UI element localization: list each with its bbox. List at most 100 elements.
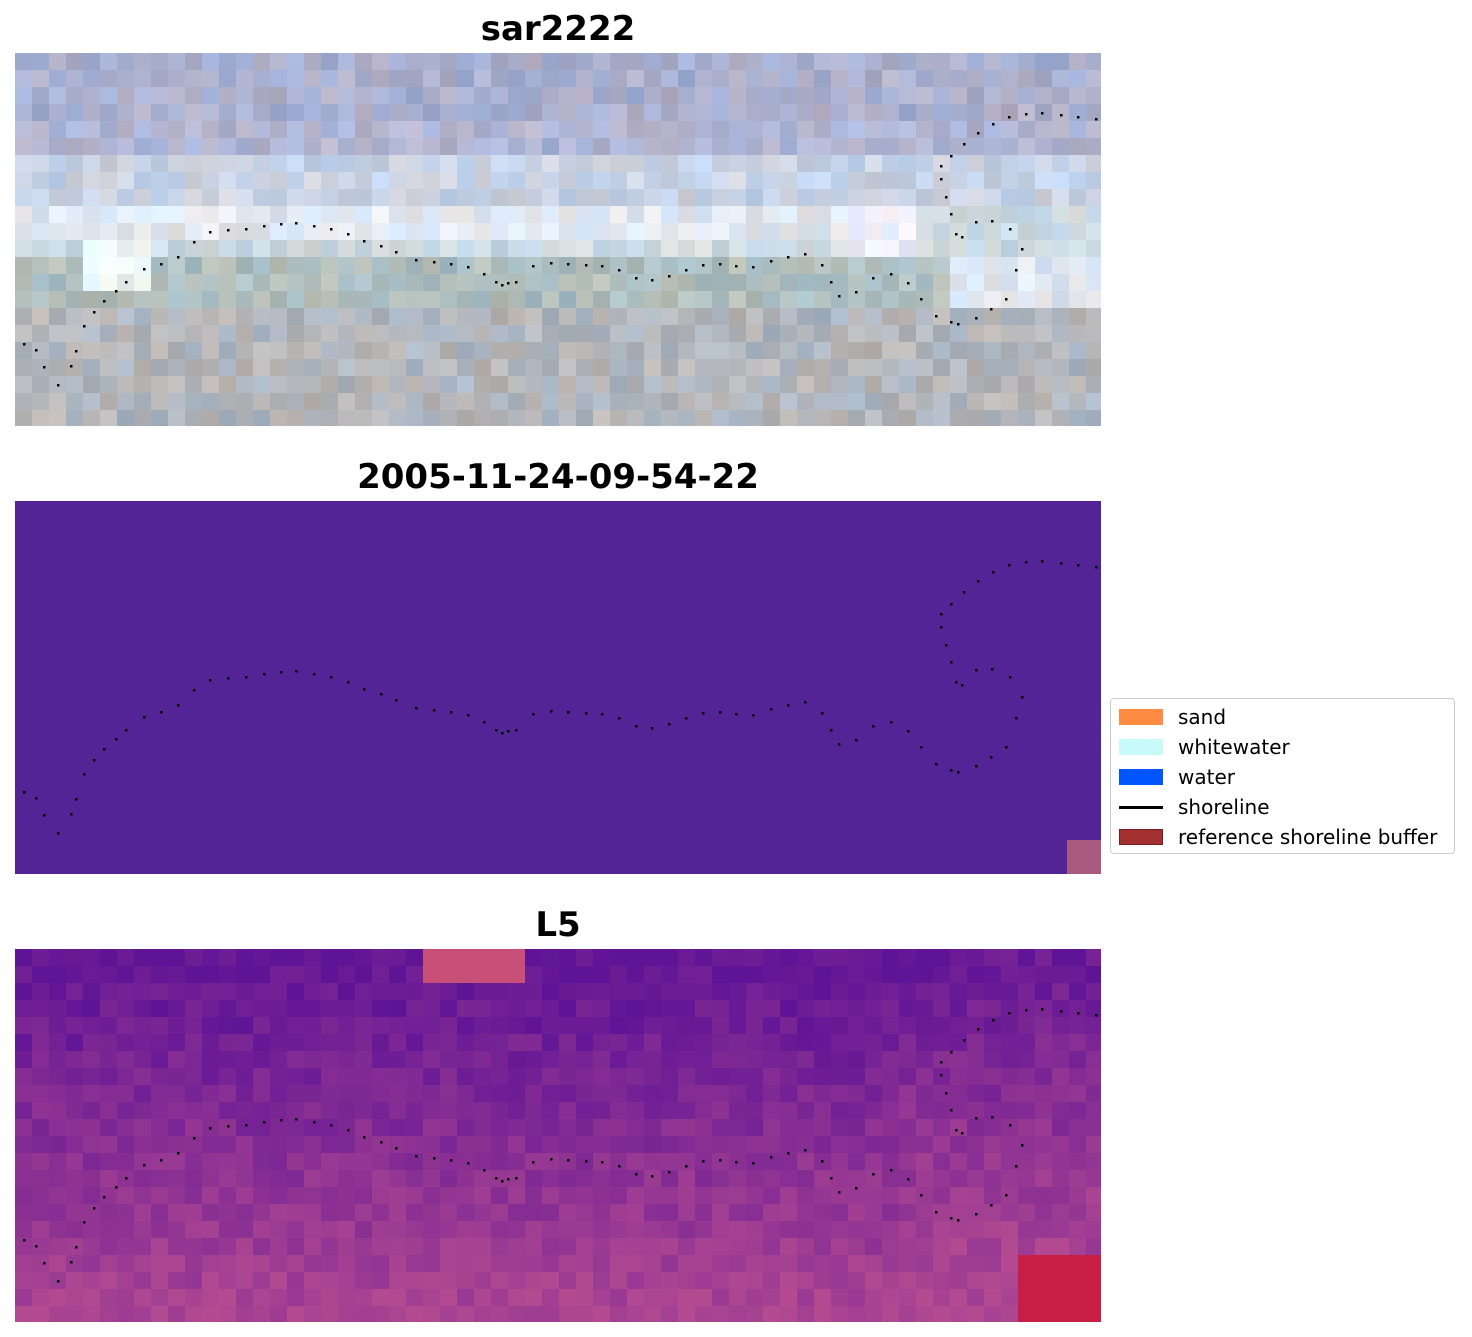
shoreline-point	[23, 343, 26, 346]
shoreline-point	[940, 178, 943, 181]
shoreline-point	[363, 240, 366, 243]
shoreline-point	[295, 670, 298, 673]
shoreline-point	[1009, 228, 1012, 231]
shoreline-point	[719, 711, 722, 714]
shoreline-point	[23, 1239, 26, 1242]
shoreline-point	[1095, 118, 1098, 121]
whitewater-swatch	[1119, 739, 1163, 755]
shoreline-point	[467, 266, 470, 269]
shoreline-point	[955, 681, 958, 684]
shoreline-point	[415, 707, 418, 710]
shoreline-point	[702, 264, 705, 267]
shoreline-point	[907, 282, 910, 285]
legend: sand whitewater water shoreline referenc…	[1110, 698, 1455, 854]
shoreline-point	[532, 713, 535, 716]
shoreline-point	[770, 260, 773, 263]
shoreline-point	[1015, 269, 1018, 272]
panel-title-index: L5	[535, 905, 581, 945]
shoreline-point	[115, 738, 118, 741]
legend-label: whitewater	[1178, 735, 1290, 759]
shoreline-point	[735, 265, 738, 268]
shoreline-point	[991, 668, 994, 671]
shoreline-point	[70, 1261, 73, 1264]
shoreline-dots	[23, 560, 1098, 835]
shoreline-point	[992, 1019, 995, 1022]
shoreline-point	[787, 256, 790, 259]
shoreline-point	[567, 1159, 570, 1162]
shoreline-line-swatch	[1119, 806, 1163, 809]
shoreline-point	[1009, 1124, 1012, 1127]
shoreline-point	[830, 1177, 833, 1180]
legend-label: water	[1178, 765, 1235, 789]
shoreline-point	[770, 708, 773, 711]
shoreline-point	[975, 669, 978, 672]
shoreline-point	[855, 739, 858, 742]
shoreline-point	[83, 325, 86, 328]
shoreline-point	[1005, 298, 1008, 301]
shoreline-point	[57, 832, 60, 835]
shoreline-point	[395, 699, 398, 702]
panel-title-rgb: sar2222	[480, 9, 636, 49]
shoreline-point	[991, 220, 994, 223]
shoreline-dots	[23, 1008, 1098, 1283]
water-swatch	[1119, 769, 1163, 785]
shoreline-point	[945, 644, 948, 647]
shoreline-point	[313, 673, 316, 676]
shoreline-point	[821, 264, 824, 267]
shoreline-point	[950, 769, 953, 772]
shoreline-point	[501, 284, 504, 287]
shoreline-point	[950, 213, 953, 216]
shoreline-point	[872, 725, 875, 728]
shoreline-point	[1009, 676, 1012, 679]
shoreline-point	[1060, 1010, 1063, 1013]
shoreline-point	[955, 1129, 958, 1132]
shoreline-point	[1077, 1012, 1080, 1015]
shoreline-point	[115, 1186, 118, 1189]
shoreline-point	[295, 1118, 298, 1121]
shoreline-point	[160, 711, 163, 714]
shoreline-point	[735, 713, 738, 716]
shoreline-point	[363, 688, 366, 691]
shoreline-point	[501, 1180, 504, 1183]
shoreline-point	[950, 661, 953, 664]
shoreline-point	[702, 1160, 705, 1163]
shoreline-point	[227, 677, 230, 680]
shoreline-point	[1077, 116, 1080, 119]
shoreline-point	[35, 797, 38, 800]
shoreline-point	[57, 384, 60, 387]
shoreline-point	[507, 730, 510, 733]
shoreline-point	[940, 165, 943, 168]
shoreline-point	[935, 1211, 938, 1214]
shoreline-point	[363, 1136, 366, 1139]
shoreline-point	[70, 365, 73, 368]
shoreline-point	[193, 241, 196, 244]
shoreline-point	[685, 269, 688, 272]
shoreline-point	[515, 1177, 518, 1180]
shoreline-point	[804, 701, 807, 704]
shoreline-point	[1077, 564, 1080, 567]
shoreline-point	[1060, 562, 1063, 565]
shoreline-point	[209, 231, 212, 234]
shoreline-point	[651, 279, 654, 282]
shoreline-point	[890, 1169, 893, 1172]
classified-image-panel	[15, 501, 1101, 874]
shoreline-point	[940, 1061, 943, 1064]
legend-label: reference shoreline buffer	[1178, 825, 1438, 849]
shoreline-point	[35, 349, 38, 352]
shoreline-point	[450, 1159, 453, 1162]
shoreline-point	[495, 729, 498, 732]
shoreline-point	[177, 256, 180, 259]
shoreline-point	[787, 704, 790, 707]
shoreline-point	[550, 262, 553, 265]
shoreline-point	[227, 229, 230, 232]
shoreline-point	[830, 281, 833, 284]
shoreline-point	[963, 1039, 966, 1042]
shoreline-point	[450, 711, 453, 714]
shoreline-point	[1041, 560, 1044, 563]
shoreline-point	[313, 1121, 316, 1124]
shoreline-point	[330, 228, 333, 231]
shoreline-point	[838, 743, 841, 746]
shoreline-point	[935, 763, 938, 766]
shoreline-point	[920, 298, 923, 301]
shoreline-point	[115, 290, 118, 293]
